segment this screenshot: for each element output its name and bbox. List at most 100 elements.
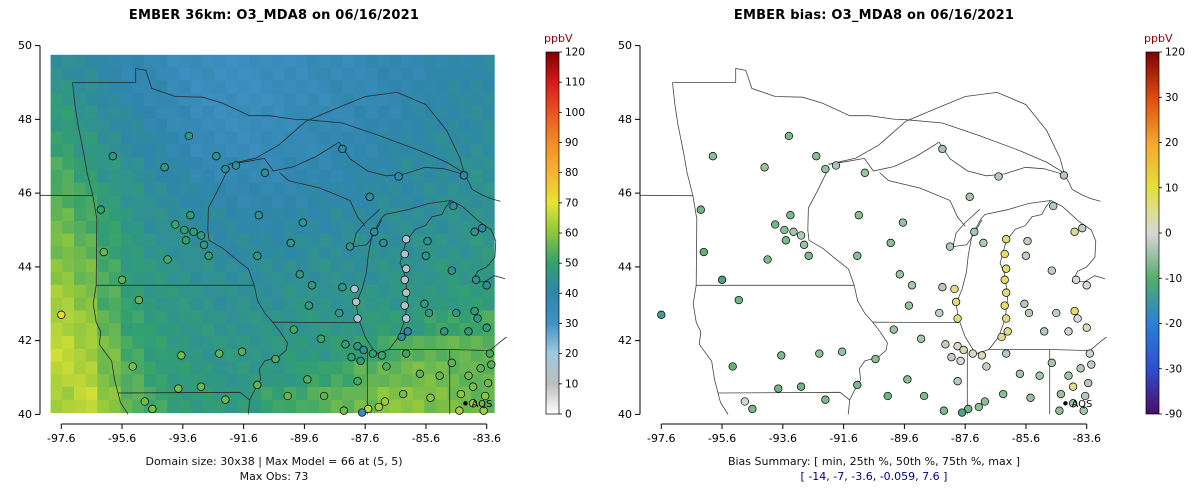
obs-point — [468, 399, 478, 408]
obs-point — [977, 351, 987, 360]
obs-point — [353, 314, 362, 323]
obs-point — [1087, 360, 1096, 369]
obs-point — [907, 281, 917, 290]
obs-point — [402, 314, 411, 323]
obs-point — [1073, 314, 1082, 323]
obs-point — [956, 356, 965, 366]
bias-colorbar: ppbV 120 30 20 10 0 -10 -20 -30 -90 — [1144, 32, 1185, 421]
obs-point — [148, 404, 157, 414]
obs-point — [353, 377, 362, 386]
obs-point — [456, 389, 466, 399]
x-tick-label: -83.6 — [1072, 432, 1100, 445]
right-map-svg: -97.6 -95.6 -93.6 -91.6 -89.6 -87.6 -85.6 -83.6… — [618, 32, 1185, 445]
obs-point — [307, 281, 317, 290]
colorbar-tick-label: 120 — [565, 47, 585, 59]
obs-point — [316, 334, 326, 343]
obs-point — [189, 227, 198, 236]
obs-point — [402, 288, 411, 297]
obs-point — [231, 161, 241, 170]
obs-point — [351, 297, 361, 307]
obs-point — [760, 163, 769, 172]
y-tick-label: 44 — [618, 260, 632, 273]
obs-point — [970, 227, 979, 236]
outline-canada_49 — [72, 68, 306, 121]
colorbar-tick-label: 120 — [1165, 47, 1185, 59]
obs-point — [957, 408, 967, 417]
obs-point — [485, 349, 494, 358]
colorbar-tick-label: -20 — [1165, 318, 1182, 330]
obs-point — [748, 404, 757, 414]
obs-point — [774, 384, 783, 393]
y-tick-label: 46 — [618, 187, 632, 200]
colorbar-tick-label: 30 — [1165, 92, 1178, 104]
model-colorbar: ppbV 0 10 20 30 40 50 60 70 80 90 100 110 120 — [544, 32, 585, 421]
obs-point — [221, 164, 230, 174]
obs-point — [478, 224, 487, 233]
obs-point — [160, 163, 169, 172]
obs-point — [815, 349, 824, 358]
obs-point — [708, 152, 718, 161]
outline-canada_superior — [905, 119, 1065, 175]
obs-point — [174, 384, 183, 393]
x-tick-label: -95.6 — [708, 432, 736, 445]
obs-point — [108, 152, 118, 161]
right-caption-line1: Bias Summary: [ min, 25th %, 50th %, 75t… — [727, 455, 1021, 468]
outline-lake_erie — [490, 336, 507, 351]
colorbar-tick-label: 100 — [565, 107, 585, 119]
obs-point — [452, 308, 461, 318]
obs-point — [298, 218, 308, 227]
obs-point — [953, 377, 962, 386]
obs-point — [295, 270, 304, 279]
outline-green_bay_east — [352, 219, 383, 247]
obs-point — [254, 211, 263, 220]
obs-point — [400, 275, 409, 284]
outline-mn_sd — [92, 195, 98, 286]
outline-wi_mi — [279, 172, 366, 227]
obs-point — [974, 402, 983, 412]
obs-point — [339, 406, 349, 415]
obs-point — [319, 391, 329, 401]
obs-point — [1064, 371, 1073, 380]
obs-point — [1071, 275, 1081, 284]
obs-point — [959, 345, 968, 355]
obs-point — [1055, 406, 1064, 415]
outline-st_marys — [464, 174, 501, 202]
obs-point — [380, 397, 390, 406]
obs-point — [1082, 323, 1091, 332]
obs-point — [134, 295, 143, 305]
obs-point — [796, 231, 806, 240]
obs-point — [186, 211, 195, 220]
obs-point — [1020, 299, 1029, 308]
x-tick-label: -97.6 — [47, 432, 75, 445]
obs-point — [786, 211, 795, 220]
outline-ne_ia_missouri_river — [692, 285, 729, 415]
outline-lake_erie — [1090, 336, 1107, 351]
obs-point — [1026, 393, 1035, 402]
obs-point — [487, 360, 496, 369]
y-tick-label: 48 — [618, 113, 632, 126]
obs-point — [402, 264, 411, 273]
colorbar-tick-label: 10 — [565, 378, 578, 390]
obs-point — [938, 283, 947, 292]
state-and-lake-outlines — [40, 68, 507, 415]
obs-point — [886, 238, 895, 248]
obs-point — [379, 238, 388, 248]
outline-lake_huron_west — [1050, 200, 1106, 283]
x-tick-label: -89.6 — [290, 432, 318, 445]
obs-point — [999, 389, 1008, 399]
obs-point — [117, 275, 127, 284]
obs-point — [196, 231, 206, 240]
obs-point — [199, 240, 209, 249]
obs-point — [1085, 349, 1094, 358]
obs-point — [470, 306, 479, 316]
obs-point — [357, 408, 367, 417]
obs-point — [289, 325, 298, 334]
obs-point — [950, 284, 959, 294]
obs-point — [473, 314, 482, 323]
obs-point — [1076, 364, 1085, 373]
obs-point — [415, 369, 425, 378]
obs-point — [177, 351, 186, 360]
obs-point — [1081, 391, 1090, 401]
outline-st_marys — [1064, 174, 1101, 202]
colorbar-units-label: ppbV — [544, 32, 573, 45]
